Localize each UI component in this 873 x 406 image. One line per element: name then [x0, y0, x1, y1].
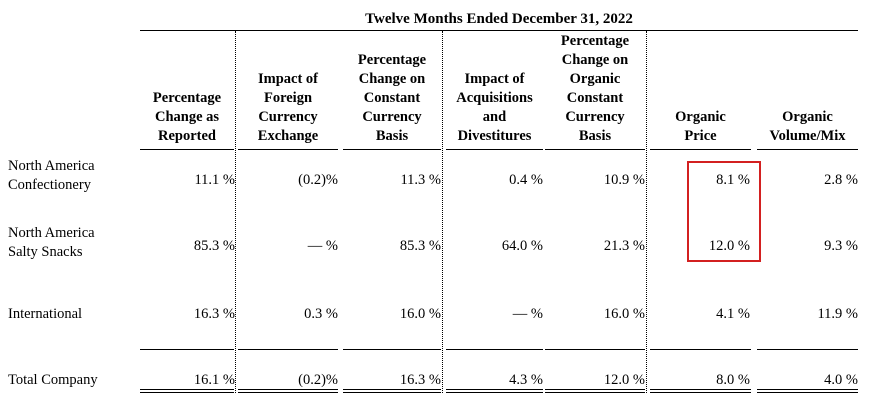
double-underline — [757, 389, 858, 393]
dotted-column-divider — [235, 31, 236, 393]
row-label: International — [8, 306, 83, 322]
table-cell: 16.0 % — [603, 306, 645, 322]
row-label: Total Company — [8, 372, 98, 388]
table-cell: 4.1 % — [716, 306, 750, 322]
total-separator-rule — [446, 349, 543, 350]
column-header-line: Change as — [154, 109, 220, 125]
header-underline — [238, 149, 338, 150]
total-separator-rule — [238, 349, 338, 350]
table-cell: 16.3 % — [399, 372, 441, 388]
table-cell: (0.2)% — [298, 372, 338, 388]
table-cell: 0.4 % — [509, 172, 543, 188]
header-underline — [446, 149, 543, 150]
column-header-line: Percentage — [560, 33, 630, 49]
table-cell: 21.3 % — [603, 238, 645, 254]
total-separator-rule — [650, 349, 751, 350]
double-underline — [343, 389, 441, 393]
table-cell: 85.3 % — [193, 238, 235, 254]
double-underline — [140, 389, 234, 393]
double-underline — [238, 389, 338, 393]
column-header: Impact of Acquisitions and Divestitures — [446, 70, 543, 146]
column-header-line: Impact of — [464, 71, 525, 87]
row-label: Salty Snacks — [8, 244, 83, 260]
table-cell: 85.3 % — [399, 238, 441, 254]
column-header-line: Change on — [561, 52, 629, 68]
table-cell: 11.3 % — [400, 172, 441, 188]
column-header: Percentage Change on Organic Constant Curren… — [545, 32, 645, 146]
column-header-line: Organic — [675, 109, 726, 125]
double-underline — [545, 389, 645, 393]
table-cell: 11.9 % — [817, 306, 858, 322]
total-separator-rule — [343, 349, 441, 350]
column-header-line: Basis — [375, 128, 409, 144]
table-cell: 12.0 % — [603, 372, 645, 388]
organic-price-highlight-box — [687, 161, 761, 262]
column-header-line: Organic — [569, 71, 621, 87]
table-cell: 8.0 % — [716, 372, 750, 388]
table-cell: 4.3 % — [509, 372, 543, 388]
column-header-line: Volume/Mix — [769, 128, 846, 144]
row-label: North America — [8, 225, 95, 241]
dotted-column-divider — [442, 31, 443, 393]
column-header-line: Percentage — [152, 90, 222, 106]
table-cell: 10.9 % — [603, 172, 645, 188]
column-header-line: Reported — [158, 128, 216, 144]
table-cell: 12.0 % — [708, 238, 750, 254]
column-header-line: Change on — [358, 71, 426, 87]
column-header-line: Exchange — [257, 128, 319, 144]
total-separator-rule — [140, 349, 234, 350]
column-header: Percentage Change as Reported — [140, 89, 234, 146]
table-cell: 2.8 % — [824, 172, 858, 188]
table-cell: 16.0 % — [399, 306, 441, 322]
header-underline — [757, 149, 858, 150]
header-underline — [343, 149, 441, 150]
double-underline — [446, 389, 543, 393]
total-separator-rule — [757, 349, 858, 350]
table-cell: 11.1 % — [194, 172, 235, 188]
header-underline — [650, 149, 751, 150]
total-separator-rule — [545, 349, 645, 350]
table-cell: 9.3 % — [824, 238, 858, 254]
column-header-line: Percentage — [357, 52, 427, 68]
column-header: Organic Volume/Mix — [757, 108, 858, 146]
column-header-line: Basis — [578, 128, 612, 144]
column-header-line: and — [482, 109, 507, 125]
title-rule — [140, 30, 858, 31]
column-header-line: Divestitures — [457, 128, 532, 144]
double-underline — [650, 389, 751, 393]
row-label: North America — [8, 158, 95, 174]
column-header-line: Acquisitions — [456, 90, 533, 106]
column-header-line: Currency — [258, 109, 318, 125]
column-header-line: Price — [684, 128, 717, 144]
header-underline — [140, 149, 234, 150]
column-header-line: Currency — [362, 109, 422, 125]
column-header: Percentage Change on Constant Currency Basis — [343, 51, 441, 146]
column-header-line: Constant — [566, 90, 624, 106]
table-cell: 16.3 % — [193, 306, 235, 322]
table-cell: 64.0 % — [501, 238, 543, 254]
column-header: Organic Price — [650, 108, 751, 146]
table-cell: 0.3 % — [304, 306, 338, 322]
table-title: Twelve Months Ended December 31, 2022 — [365, 11, 633, 27]
column-header-line: Organic — [782, 109, 833, 125]
column-header-line: Constant — [363, 90, 421, 106]
column-header: Impact of Foreign Currency Exchange — [238, 70, 338, 146]
row-label: Confectionery — [8, 177, 91, 193]
table-cell: 8.1 % — [716, 172, 750, 188]
table-cell: — % — [307, 238, 338, 254]
dotted-column-divider — [646, 31, 647, 393]
table-cell: — % — [512, 306, 543, 322]
table-cell: 16.1 % — [193, 372, 235, 388]
header-underline — [545, 149, 645, 150]
column-header-line: Impact of — [257, 71, 318, 87]
table-cell: (0.2)% — [298, 172, 338, 188]
column-header-line: Foreign — [263, 90, 313, 106]
column-header-line: Currency — [565, 109, 625, 125]
table-cell: 4.0 % — [824, 372, 858, 388]
